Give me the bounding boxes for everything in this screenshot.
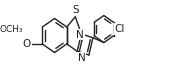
Text: Cl: Cl (114, 24, 125, 34)
Text: OCH₃: OCH₃ (0, 25, 23, 34)
Text: N: N (76, 30, 84, 40)
Text: S: S (72, 5, 79, 15)
Text: O: O (22, 39, 31, 49)
Text: N: N (78, 53, 85, 63)
